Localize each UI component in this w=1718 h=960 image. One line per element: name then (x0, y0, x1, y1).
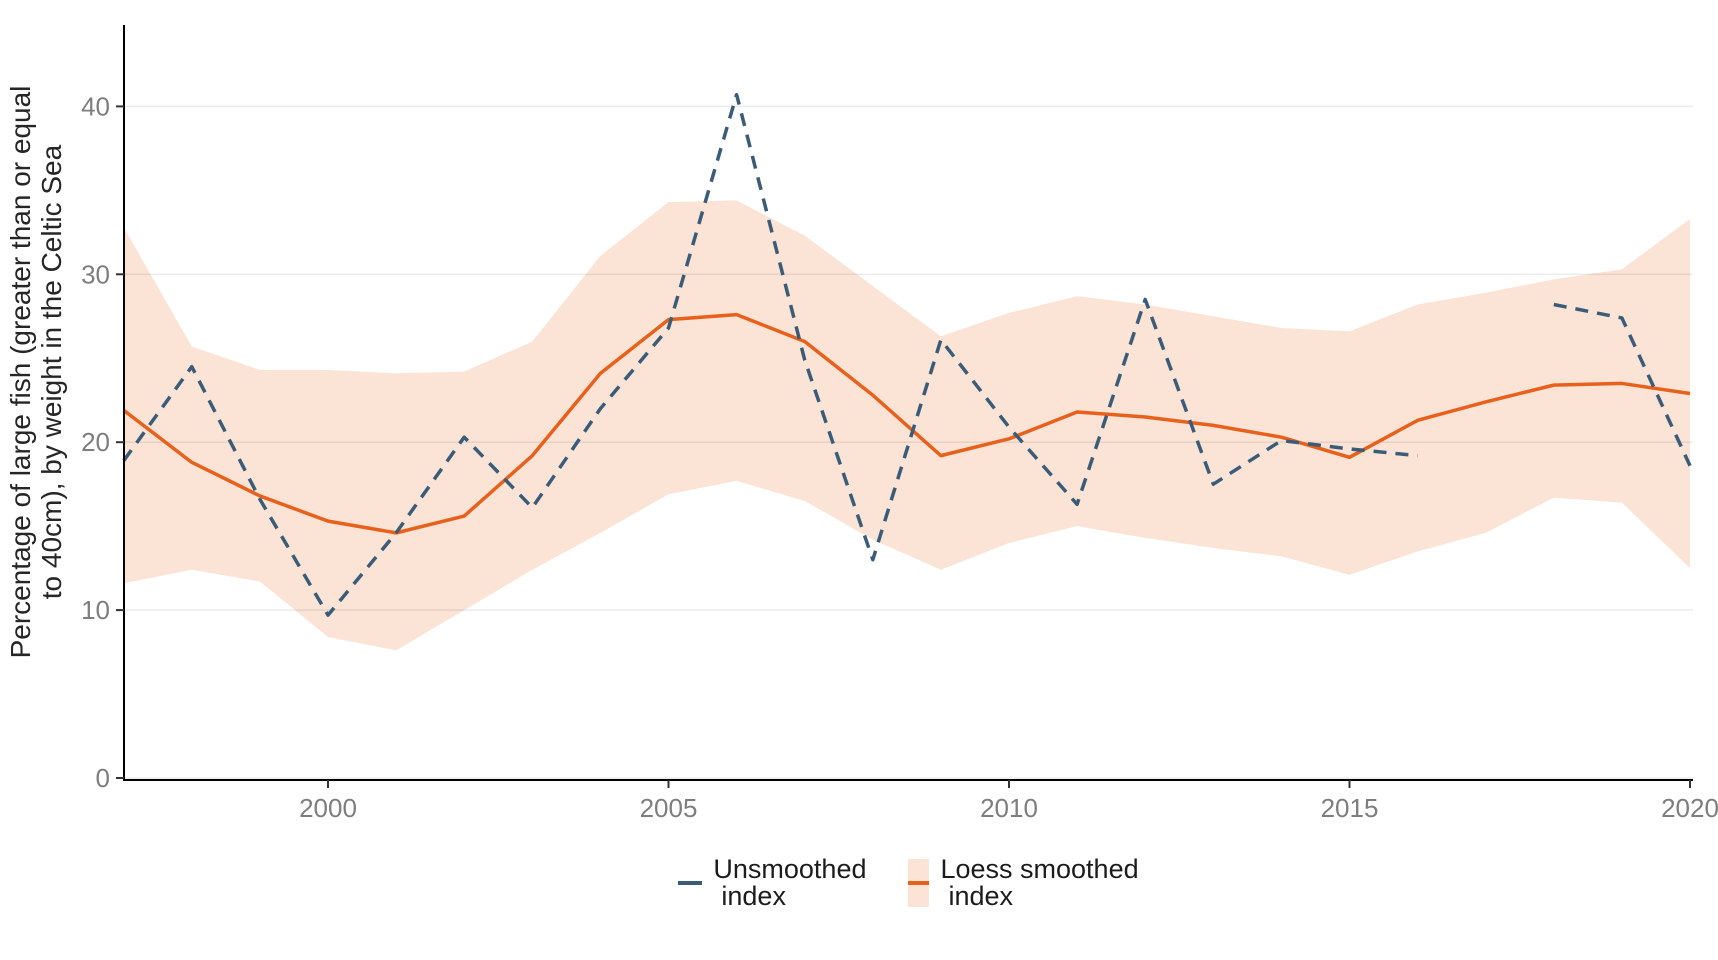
ribbon-key-icon (908, 859, 930, 907)
svg-text:0: 0 (96, 763, 110, 793)
legend-entry-unsmoothed: Unsmoothed index (678, 856, 866, 910)
gridlines (124, 105, 1693, 779)
y-axis-title: Percentage of large fish (greater than o… (5, 22, 67, 722)
dashed-line-key-icon (678, 881, 703, 885)
svg-text:30: 30 (81, 259, 110, 289)
y-axis-title-line1: Percentage of large fish (greater than o… (5, 85, 36, 659)
svg-text:2010: 2010 (980, 793, 1038, 823)
legend-label-unsmoothed: Unsmoothed index (713, 854, 867, 911)
legend-label-loess: Loess smoothed index (940, 854, 1139, 911)
legend: Unsmoothed index Loess smoothed index (124, 856, 1693, 910)
x-axis-ticks: 2000 2005 2010 2015 2020 (299, 780, 1718, 823)
svg-text:40: 40 (81, 91, 110, 121)
loess-line (122, 312, 1691, 535)
loess-line-path (122, 312, 1691, 535)
unsmoothed-line (122, 92, 1692, 617)
legend-entry-loess: Loess smoothed index (908, 854, 1139, 911)
y-axis-title-line2: to 40cm), by weight in the Celtic Sea (36, 144, 67, 600)
svg-text:2005: 2005 (640, 793, 698, 823)
unsmoothed-line-path (122, 92, 1692, 617)
svg-text:20: 20 (81, 427, 110, 457)
svg-text:2000: 2000 (299, 793, 357, 823)
svg-text:2020: 2020 (1661, 793, 1718, 823)
axes (123, 25, 1693, 781)
y-axis-ticks: 0 10 20 30 40 (81, 91, 124, 793)
svg-text:2015: 2015 (1321, 793, 1379, 823)
svg-text:10: 10 (81, 595, 110, 625)
